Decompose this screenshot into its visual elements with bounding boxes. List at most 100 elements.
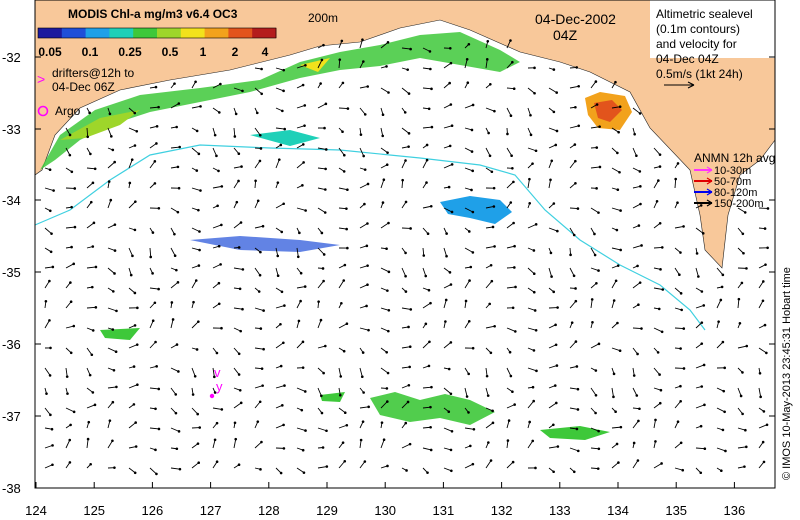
- velocity-arrow-head: [115, 309, 118, 313]
- velocity-arrow-head: [155, 142, 158, 145]
- velocity-arrow: [380, 222, 389, 229]
- velocity-arrow: [170, 467, 180, 470]
- velocity-arrow-head: [386, 464, 389, 468]
- velocity-arrow-head: [508, 350, 512, 354]
- velocity-arrow: [65, 147, 71, 156]
- velocity-arrow: [653, 419, 656, 429]
- velocity-arrow-head: [659, 268, 662, 271]
- velocity-arrow-head: [283, 384, 286, 387]
- velocity-arrow: [380, 147, 388, 154]
- velocity-arrow-head: [429, 405, 432, 409]
- velocity-arrow: [86, 404, 96, 409]
- velocity-arrow-head: [721, 428, 725, 432]
- velocity-arrow-head: [319, 82, 322, 85]
- velocity-arrow-head: [468, 230, 471, 233]
- velocity-arrow-head: [197, 320, 200, 323]
- velocity-arrow: [338, 59, 341, 69]
- velocity-arrow-head: [72, 410, 76, 414]
- velocity-arrow-head: [48, 279, 51, 283]
- colorbar-title: MODIS Chl-a mg/m3 v6.4 OC3: [68, 7, 238, 21]
- colorbar-segment: [85, 28, 110, 38]
- velocity-arrow: [212, 367, 215, 377]
- velocity-arrow: [65, 325, 74, 329]
- velocity-arrow: [611, 127, 619, 133]
- velocity-arrow: [632, 327, 642, 330]
- velocity-arrow-head: [766, 207, 770, 210]
- velocity-arrow-head: [133, 471, 137, 475]
- velocity-arrow-head: [363, 168, 367, 171]
- velocity-arrow-head: [380, 421, 384, 424]
- velocity-arrow: [653, 327, 663, 333]
- velocity-arrow-head: [241, 268, 245, 271]
- velocity-arrow: [149, 247, 152, 257]
- velocity-arrow-head: [343, 411, 347, 414]
- colorbar-segment: [157, 28, 182, 38]
- velocity-arrow: [254, 225, 264, 229]
- velocity-arrow: [212, 263, 221, 269]
- velocity-arrow: [485, 387, 489, 396]
- velocity-arrow: [44, 266, 53, 269]
- velocity-arrow: [275, 267, 279, 276]
- velocity-arrow: [548, 179, 551, 189]
- velocity-arrow: [674, 267, 680, 275]
- velocity-arrow-head: [260, 440, 263, 444]
- velocity-arrow: [758, 461, 765, 469]
- velocity-arrow: [128, 201, 136, 209]
- velocity-arrow-head: [491, 409, 494, 413]
- velocity-arrow-head: [381, 201, 385, 204]
- colorbar-segment: [204, 28, 229, 38]
- velocity-arrow-head: [722, 389, 726, 393]
- velocity-arrow-head: [282, 202, 285, 206]
- velocity-arrow-head: [90, 353, 94, 357]
- colorbar-tick-label: 2: [232, 45, 239, 59]
- velocity-arrow: [359, 183, 369, 189]
- velocity-arrow: [548, 446, 558, 449]
- colorbar-ticks: 0.05 0.1 0.25 0.5 1 2 4: [38, 45, 268, 59]
- velocity-arrow: [590, 387, 597, 396]
- velocity-arrow-head: [556, 229, 559, 233]
- velocity-arrow: [44, 320, 50, 329]
- velocity-arrow: [527, 87, 535, 94]
- velocity-arrow: [317, 103, 327, 109]
- velocity-arrow-head: [761, 280, 765, 283]
- velocity-arrow-head: [323, 126, 326, 130]
- altimetry-note: Altimetric sealevel (0.1m contours) and …: [656, 7, 753, 89]
- velocity-arrow-head: [322, 43, 325, 47]
- velocity-arrow: [674, 327, 684, 330]
- velocity-arrow-head: [699, 471, 703, 475]
- velocity-arrow: [611, 347, 621, 352]
- x-tick-label: 133: [549, 503, 571, 518]
- velocity-arrow: [422, 159, 428, 169]
- x-tick-label: 128: [258, 503, 280, 518]
- velocity-arrow: [254, 441, 262, 449]
- velocity-arrow-head: [48, 209, 52, 213]
- velocity-arrow-head: [514, 285, 517, 289]
- x-tick-label: 124: [25, 503, 47, 518]
- velocity-arrow-head: [282, 341, 285, 345]
- velocity-arrow: [611, 426, 621, 429]
- velocity-arrow: [548, 402, 557, 409]
- velocity-arrow-head: [739, 394, 743, 398]
- velocity-arrow-head: [70, 170, 74, 174]
- velocity-arrow-head: [68, 133, 72, 137]
- velocity-arrow-head: [550, 159, 554, 163]
- velocity-arrow-head: [737, 297, 741, 301]
- velocity-arrow-head: [154, 407, 157, 411]
- colorbar-segment: [133, 28, 158, 38]
- velocity-arrow-head: [324, 167, 327, 171]
- velocity-arrow-head: [406, 400, 410, 404]
- velocity-arrow-head: [596, 467, 600, 470]
- velocity-arrow: [86, 127, 89, 137]
- velocity-arrow-head: [68, 153, 72, 157]
- velocity-arrow-head: [533, 91, 536, 95]
- velocity-arrow-head: [199, 105, 202, 108]
- velocity-arrow-head: [531, 385, 535, 389]
- velocity-arrow-head: [679, 384, 682, 388]
- velocity-arrow: [44, 367, 51, 376]
- velocity-arrow-head: [486, 39, 490, 43]
- velocity-arrow-head: [255, 111, 259, 115]
- velocity-arrow-head: [618, 105, 622, 109]
- velocity-arrow: [380, 87, 389, 93]
- velocity-arrow: [737, 299, 740, 309]
